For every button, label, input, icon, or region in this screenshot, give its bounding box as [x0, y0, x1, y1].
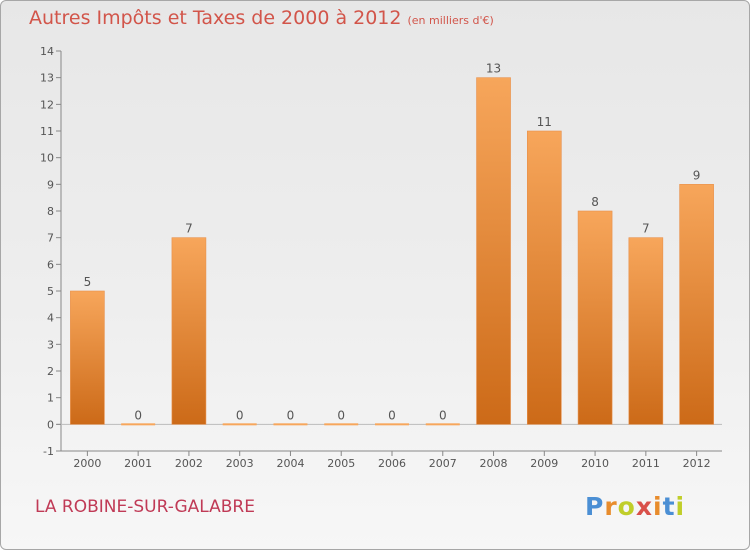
bar-2004 — [273, 423, 308, 426]
bar-2006 — [375, 423, 409, 426]
x-tick-label: 2001 — [124, 457, 152, 470]
x-tick-label: 2006 — [378, 457, 406, 470]
value-label-2011: 7 — [642, 222, 650, 236]
x-tick-label: 2004 — [276, 457, 304, 470]
y-tick-label: 1 — [47, 392, 54, 405]
x-tick-label: 2009 — [530, 457, 558, 470]
x-tick-label: 2008 — [480, 457, 508, 470]
chart-unit-label: (en milliers d'€) — [407, 14, 494, 27]
value-label-2009: 11 — [537, 115, 552, 129]
proxiti-logo: Proxiti — [585, 492, 686, 521]
bar-2011 — [628, 237, 664, 425]
y-tick-label: 12 — [40, 98, 54, 111]
x-tick-label: 2007 — [429, 457, 457, 470]
x-tick-label: 2002 — [175, 457, 203, 470]
y-tick-label: -1 — [43, 445, 54, 458]
bar-2001 — [121, 423, 156, 426]
y-tick-label: 11 — [40, 125, 54, 138]
y-tick-label: 5 — [47, 285, 54, 298]
bar-2002 — [171, 237, 207, 425]
bar-2008 — [476, 77, 511, 425]
y-tick-label: 4 — [47, 312, 54, 325]
y-tick-label: 3 — [47, 338, 54, 351]
y-tick-label: 10 — [40, 152, 54, 165]
y-tick-label: 6 — [47, 258, 54, 271]
bar-2005 — [324, 423, 359, 426]
y-tick-label: 2 — [47, 365, 54, 378]
value-label-2007: 0 — [439, 408, 447, 422]
chart-title-text: Autres Impôts et Taxes de 2000 à 2012 — [29, 7, 402, 29]
value-label-2001: 0 — [134, 408, 142, 422]
bar-2007 — [425, 423, 460, 426]
commune-name: LA ROBINE-SUR-GALABRE — [35, 497, 255, 517]
value-label-2012: 9 — [693, 168, 701, 182]
y-tick-label: 0 — [47, 418, 54, 431]
x-tick-label: 2005 — [327, 457, 355, 470]
x-tick-label: 2003 — [226, 457, 254, 470]
bar-2012 — [679, 184, 714, 425]
x-tick-label: 2000 — [73, 457, 101, 470]
chart-bars — [70, 77, 714, 426]
bar-2009 — [527, 130, 562, 425]
chart-title: Autres Impôts et Taxes de 2000 à 2012 (en… — [29, 7, 494, 29]
bar-2003 — [222, 423, 257, 426]
y-tick-label: 9 — [47, 178, 54, 191]
value-label-2005: 0 — [337, 408, 345, 422]
bar-2000 — [70, 290, 105, 425]
y-tick-label: 13 — [40, 72, 54, 85]
value-label-2004: 0 — [287, 408, 295, 422]
y-tick-label: 8 — [47, 205, 54, 218]
value-label-2010: 8 — [591, 195, 599, 209]
value-label-2006: 0 — [388, 408, 396, 422]
value-label-2000: 5 — [84, 275, 92, 289]
x-tick-label: 2010 — [581, 457, 609, 470]
bar-2010 — [577, 210, 613, 425]
value-label-2002: 7 — [185, 222, 193, 236]
chart-labels: 5 0 7 0 0 0 0 0 13 11 8 7 9 — [84, 62, 701, 423]
y-tick-label: 7 — [47, 232, 54, 245]
x-tick-label: 2012 — [683, 457, 711, 470]
y-tick-label: 14 — [40, 45, 54, 58]
value-label-2008: 13 — [486, 62, 501, 76]
x-tick-label: 2011 — [632, 457, 660, 470]
value-label-2003: 0 — [236, 408, 244, 422]
